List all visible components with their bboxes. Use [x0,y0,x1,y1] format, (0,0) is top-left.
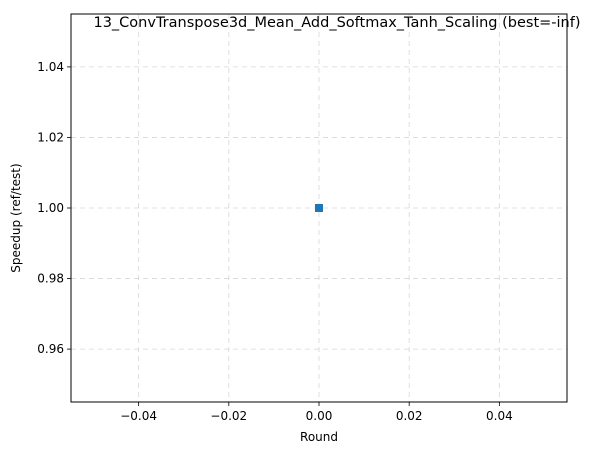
y-tick-label: 1.00 [37,201,64,215]
chart-title: 13_ConvTranspose3d_Mean_Add_Softmax_Tanh… [93,15,580,31]
y-axis-title: Speedup (ref/test) [9,163,23,272]
x-axis: −0.04 −0.02 0.00 0.02 0.04 [120,402,513,423]
series-layer [315,204,323,212]
y-tick-label: 1.04 [37,60,64,74]
x-tick-label: −0.02 [210,409,247,423]
y-tick-label: 1.02 [37,130,64,144]
data-point [315,204,323,212]
x-tick-label: −0.04 [120,409,157,423]
x-tick-label: 0.00 [306,409,333,423]
grid-lines [71,14,567,402]
y-axis: 0.96 0.98 1.00 1.02 1.04 [37,60,71,356]
x-tick-label: 0.04 [486,409,513,423]
x-tick-label: 0.02 [396,409,423,423]
x-axis-title: Round [300,430,338,444]
y-tick-label: 0.98 [37,272,64,286]
y-tick-label: 0.96 [37,342,64,356]
